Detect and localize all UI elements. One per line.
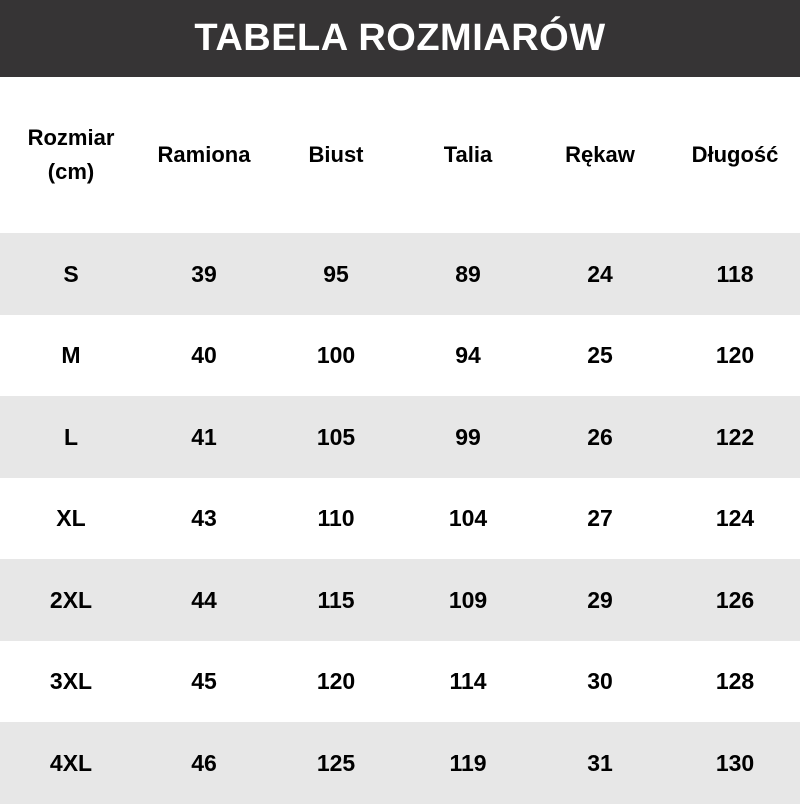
value-cell: 128 xyxy=(715,668,755,695)
value-cell: 114 xyxy=(449,668,487,695)
value-cell: 27 xyxy=(587,505,613,532)
table-row: L 41 105 99 26 122 xyxy=(0,396,800,478)
table-row: 2XL 44 115 109 29 126 xyxy=(0,559,800,641)
column-header-sleeve: Rękaw xyxy=(565,142,635,167)
size-cell: XL xyxy=(56,505,86,532)
size-cell: S xyxy=(63,260,79,287)
value-cell: 44 xyxy=(191,586,217,613)
value-cell: 24 xyxy=(587,260,613,287)
table-row: M 40 100 94 25 120 xyxy=(0,315,800,397)
value-cell: 124 xyxy=(715,505,755,532)
value-cell: 126 xyxy=(715,586,755,613)
value-cell: 39 xyxy=(191,260,217,287)
table-row: S 39 95 89 24 118 xyxy=(0,233,800,315)
column-header-size-line2: (cm) xyxy=(47,159,95,184)
value-cell: 30 xyxy=(587,668,613,695)
value-cell: 45 xyxy=(191,668,217,695)
value-cell: 120 xyxy=(715,342,755,369)
value-cell: 29 xyxy=(587,586,613,613)
value-cell: 130 xyxy=(715,749,755,776)
column-header-bust: Biust xyxy=(308,142,364,167)
value-cell: 118 xyxy=(716,260,754,287)
value-cell: 110 xyxy=(317,505,355,532)
size-cell: 4XL xyxy=(49,749,93,776)
size-cell: 2XL xyxy=(49,586,93,613)
column-header-length: Długość xyxy=(691,142,779,167)
page-title: TABELA ROZMIARÓW xyxy=(0,0,800,77)
value-cell: 119 xyxy=(449,749,487,776)
table-row: 4XL 46 125 119 31 130 xyxy=(0,722,800,804)
value-cell: 25 xyxy=(587,342,613,369)
table-row: XL 43 110 104 27 124 xyxy=(0,478,800,560)
column-header-size: Rozmiar (cm) xyxy=(0,121,142,189)
value-cell: 26 xyxy=(587,423,613,450)
size-cell: 3XL xyxy=(49,668,93,695)
column-header-size-line1: Rozmiar xyxy=(27,125,115,150)
value-cell: 40 xyxy=(191,342,217,369)
value-cell: 109 xyxy=(448,586,488,613)
value-cell: 46 xyxy=(191,749,217,776)
table-row: 3XL 45 120 114 30 128 xyxy=(0,641,800,723)
value-cell: 125 xyxy=(316,749,356,776)
value-cell: 89 xyxy=(455,260,481,287)
size-cell: M xyxy=(61,342,81,369)
value-cell: 94 xyxy=(455,342,481,369)
column-header-shoulders: Ramiona xyxy=(157,142,251,167)
value-cell: 99 xyxy=(455,423,481,450)
table-body: S 39 95 89 24 118 M 40 100 94 25 120 L 41 105 99 26 122 XL… xyxy=(0,233,800,804)
column-header-waist: Talia xyxy=(443,142,493,167)
value-cell: 115 xyxy=(317,586,355,613)
value-cell: 105 xyxy=(316,423,356,450)
value-cell: 100 xyxy=(316,342,356,369)
value-cell: 43 xyxy=(191,505,217,532)
table-header: Rozmiar (cm) Ramiona Biust Talia Rękaw D… xyxy=(0,77,800,233)
value-cell: 122 xyxy=(715,423,755,450)
value-cell: 95 xyxy=(323,260,349,287)
value-cell: 104 xyxy=(448,505,488,532)
size-cell: L xyxy=(63,423,79,450)
value-cell: 41 xyxy=(191,423,217,450)
value-cell: 31 xyxy=(587,749,613,776)
value-cell: 120 xyxy=(316,668,356,695)
